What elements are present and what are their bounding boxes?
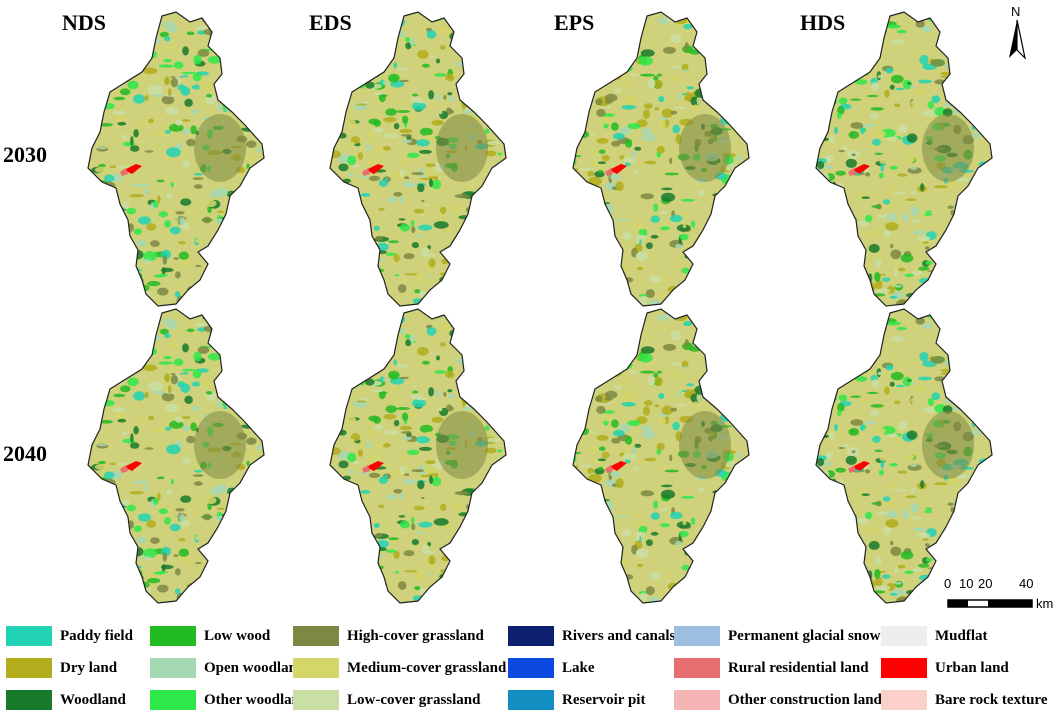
legend-label: Low-cover grassland [347, 691, 481, 708]
legend-item: Reservoir pit [508, 688, 645, 712]
north-arrow-icon [1009, 19, 1027, 60]
legend-item: Permanent glacial snow [674, 624, 880, 648]
legend-label: Bare rock texture [935, 691, 1048, 708]
map-eds-2040 [322, 305, 522, 605]
legend-swatch [674, 658, 720, 678]
map-eps-2040 [565, 305, 765, 605]
region-map [329, 308, 507, 604]
legend-label: Permanent glacial snow [728, 627, 881, 644]
legend-item: Medium-cover grassland [293, 656, 506, 680]
legend-item: Paddy field [6, 624, 133, 648]
legend-swatch [508, 690, 554, 710]
legend-swatch [150, 626, 196, 646]
legend-item: Open woodland [150, 656, 305, 680]
region-map [329, 11, 507, 307]
legend-label: Medium-cover grassland [347, 659, 507, 676]
legend-swatch [881, 658, 927, 678]
map-nds-2030 [80, 8, 280, 308]
row-label-2030: 2030 [3, 142, 47, 167]
legend-label: Open woodland [204, 659, 306, 676]
scale-bar-graphic [947, 599, 1033, 608]
legend-item: Dry land [6, 656, 117, 680]
map-eps-2030 [565, 8, 765, 308]
region-map [815, 11, 993, 307]
legend-swatch [293, 658, 339, 678]
legend-item: Low-cover grassland [293, 688, 480, 712]
region-map [87, 308, 265, 604]
map-eds-2030 [322, 8, 522, 308]
legend-item: Urban land [881, 656, 1009, 680]
legend-swatch [293, 626, 339, 646]
legend-item: Rural residential land [674, 656, 869, 680]
legend-item: Mudflat [881, 624, 988, 648]
legend-label: Other construction land [728, 691, 882, 708]
north-letter: N [1011, 4, 1021, 19]
legend-swatch [293, 690, 339, 710]
legend-swatch [674, 626, 720, 646]
legend-item: Lake [508, 656, 595, 680]
legend-swatch [508, 658, 554, 678]
region-map [815, 308, 993, 604]
legend-swatch [674, 690, 720, 710]
legend-swatch [6, 690, 52, 710]
map-nds-2040 [80, 305, 280, 605]
region-map [87, 11, 265, 307]
scale-bar: 0 10 20 40 km [944, 576, 1059, 616]
scale-tick-0: 0 [944, 576, 952, 591]
scale-tick-40: 40 [1019, 576, 1034, 591]
legend-item: Low wood [150, 624, 270, 648]
scale-tick-20: 20 [978, 576, 993, 591]
legend-item: Woodland [6, 688, 126, 712]
legend-label: Paddy field [60, 627, 133, 644]
legend-swatch [881, 690, 927, 710]
region-map [572, 11, 750, 307]
legend-item: Other woodland [150, 688, 308, 712]
legend-label: Low wood [204, 627, 271, 644]
legend-label: Dry land [60, 659, 118, 676]
legend: Paddy field Low wood High-cover grassland R… [0, 620, 1059, 716]
legend-label: High-cover grassland [347, 627, 484, 644]
row-label-2040: 2040 [3, 441, 47, 466]
legend-swatch [6, 626, 52, 646]
legend-label: Woodland [60, 691, 126, 708]
legend-swatch [881, 626, 927, 646]
legend-swatch [150, 690, 196, 710]
column-label-nds: NDS [62, 10, 107, 35]
map-hds-2040 [808, 305, 1008, 605]
scale-tick-10: 10 [959, 576, 974, 591]
scale-unit: km [1036, 596, 1054, 611]
legend-item: Other construction land [674, 688, 882, 712]
legend-label: Rural residential land [728, 659, 869, 676]
map-hds-2030 [808, 8, 1008, 308]
legend-item: High-cover grassland [293, 624, 484, 648]
legend-label: Mudflat [935, 627, 988, 644]
column-label-eps: EPS [554, 10, 595, 35]
legend-swatch [6, 658, 52, 678]
north-arrow: N [1002, 4, 1032, 60]
region-map [572, 308, 750, 604]
legend-item: Rivers and canals [508, 624, 675, 648]
legend-label: Urban land [935, 659, 1009, 676]
column-label-eds: EDS [309, 10, 352, 35]
legend-swatch [150, 658, 196, 678]
legend-label: Reservoir pit [562, 691, 646, 708]
legend-label: Lake [562, 659, 595, 676]
legend-swatch [508, 626, 554, 646]
legend-label: Other woodland [204, 691, 309, 708]
column-label-hds: HDS [800, 10, 846, 35]
legend-item: Bare rock texture [881, 688, 1047, 712]
legend-label: Rivers and canals [562, 627, 676, 644]
